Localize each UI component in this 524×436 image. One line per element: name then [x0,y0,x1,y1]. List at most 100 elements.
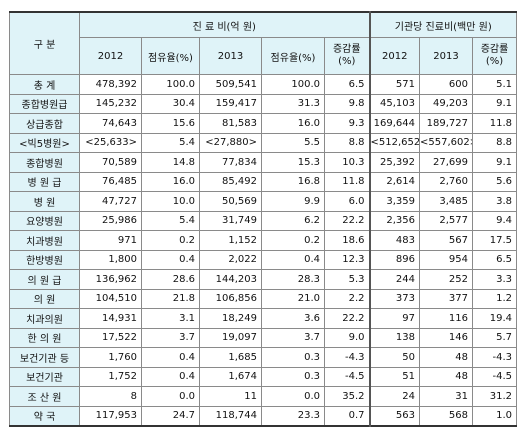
table-row: 종합병원 70,589 14.8 77,834 15.3 10.3 25,392 27,699… [9,152,518,173]
cell-inst-rate: 19.4 [471,308,518,329]
row-label: 보건기관 등 [9,347,80,368]
table-row: 상급종합 74,643 15.6 81,583 16.0 9.3 169,644 189,72… [9,113,518,134]
cell-2013: 18,249 [199,308,262,329]
cell-inst-rate: 31.2 [471,386,518,407]
cell-share-2013: 0.0 [261,386,325,407]
cell-inst-2012: 51 [368,366,420,387]
table-row: 조 산 원 8 0.0 11 0.0 35.2 24 31 31.2 [9,386,518,407]
cell-2013: 509,541 [199,74,262,95]
cell-share-2013: 28.3 [261,269,325,290]
cell-inst-2012: 2,614 [368,171,420,192]
row-label: 한 의 원 [9,327,80,348]
header-rate-line2: (%) [338,56,356,67]
cell-rate: 22.2 [324,308,370,329]
cell-share-2013: 0.2 [261,230,325,251]
cell-inst-2013: 48 [419,347,473,368]
table-row: 종합병원급 145,232 30.4 159,417 31.3 9.8 45,103 49,2… [9,93,518,114]
cell-inst-rate: 17.5 [471,230,518,251]
cell-share-2012: 100.0 [141,74,200,95]
cell-inst-2012: 896 [368,249,420,270]
cell-inst-2013: 3,485 [419,191,473,212]
cell-inst-2013: 600 [419,74,473,95]
header2-2012: 2012 [368,37,420,75]
table-row: 보건기관 등 1,760 0.4 1,685 0.3 -4.3 50 48 -4.3 [9,347,518,368]
header-2013: 2013 [199,37,262,75]
row-label: 보건기관 [9,366,80,387]
cell-2012: 74,643 [79,113,142,134]
table-container: 구 분 진 료 비(억 원) 기관당 진료비(백만 원) 2012 점유율(%)… [9,11,518,427]
cell-inst-2013: 377 [419,288,473,309]
cell-rate: -4.3 [324,347,370,368]
cell-2013: 77,834 [199,152,262,173]
cell-share-2012: 0.4 [141,249,200,270]
cell-inst-2012: 50 [368,347,420,368]
header-group-expense: 진 료 비(억 원) [79,11,370,38]
cell-share-2012: 15.6 [141,113,200,134]
cell-2013: 11 [199,386,262,407]
cell-inst-2012: 169,644 [368,113,420,134]
cell-inst-2013: 48 [419,366,473,387]
table-row: 병 원 급 76,485 16.0 85,492 16.8 11.8 2,614 2,760 5… [9,171,518,192]
cell-inst-2012: <512,652> [368,132,420,153]
cell-share-2012: 14.8 [141,152,200,173]
cell-inst-2013: 2,760 [419,171,473,192]
cell-share-2013: 3.6 [261,308,325,329]
table-row: 약 국 117,953 24.7 118,744 23.3 0.7 563 568 1.0 [9,405,518,427]
cell-share-2013: 16.0 [261,113,325,134]
cell-inst-2013: 189,727 [419,113,473,134]
cell-2012: <25,633> [79,132,142,153]
cell-2013: 1,685 [199,347,262,368]
cell-inst-rate: 3.3 [471,269,518,290]
cell-rate: 2.2 [324,288,370,309]
row-label: 종합병원급 [9,93,80,114]
cell-2012: 136,962 [79,269,142,290]
header2-rate-line1: 증감률 [480,44,509,55]
cell-inst-rate: 5.7 [471,327,518,348]
cell-2013: 106,856 [199,288,262,309]
cell-inst-2012: 373 [368,288,420,309]
cell-share-2013: 16.8 [261,171,325,192]
cell-inst-2012: 483 [368,230,420,251]
cell-share-2012: 21.8 [141,288,200,309]
cell-share-2012: 30.4 [141,93,200,114]
cell-share-2012: 0.4 [141,366,200,387]
cell-inst-rate: 9.1 [471,93,518,114]
cell-inst-rate: 11.8 [471,113,518,134]
cell-2012: 70,589 [79,152,142,173]
cell-share-2012: 16.0 [141,171,200,192]
cell-share-2013: 100.0 [261,74,325,95]
cell-share-2012: 0.0 [141,386,200,407]
cell-inst-2013: 49,203 [419,93,473,114]
cell-share-2013: 15.3 [261,152,325,173]
cell-2012: 145,232 [79,93,142,114]
cell-inst-rate: 6.5 [471,249,518,270]
header-share-2013: 점유율(%) [261,37,325,75]
cell-share-2012: 24.7 [141,405,200,427]
cell-share-2013: 5.5 [261,132,325,153]
cell-share-2012: 28.6 [141,269,200,290]
cell-2012: 76,485 [79,171,142,192]
cell-inst-2013: 146 [419,327,473,348]
header-share-2012: 점유율(%) [141,37,200,75]
cell-inst-2013: 954 [419,249,473,270]
cell-share-2013: 0.3 [261,366,325,387]
header-rate: 증감률 (%) [324,37,370,75]
cell-inst-rate: 1.0 [471,405,518,427]
cell-rate: 18.6 [324,230,370,251]
cell-share-2012: 3.7 [141,327,200,348]
cell-share-2013: 23.3 [261,405,325,427]
cell-2013: 118,744 [199,405,262,427]
cell-inst-2012: 24 [368,386,420,407]
row-label: 한방병원 [9,249,80,270]
cell-inst-rate: 5.1 [471,74,518,95]
cell-inst-2012: 138 [368,327,420,348]
cell-share-2012: 5.4 [141,132,200,153]
cell-inst-2013: 252 [419,269,473,290]
cell-2012: 117,953 [79,405,142,427]
cell-inst-2012: 244 [368,269,420,290]
row-label: 의 원 급 [9,269,80,290]
cell-inst-rate: 1.2 [471,288,518,309]
row-label: 종합병원 [9,152,80,173]
cell-rate: 5.3 [324,269,370,290]
cell-inst-2013: 27,699 [419,152,473,173]
